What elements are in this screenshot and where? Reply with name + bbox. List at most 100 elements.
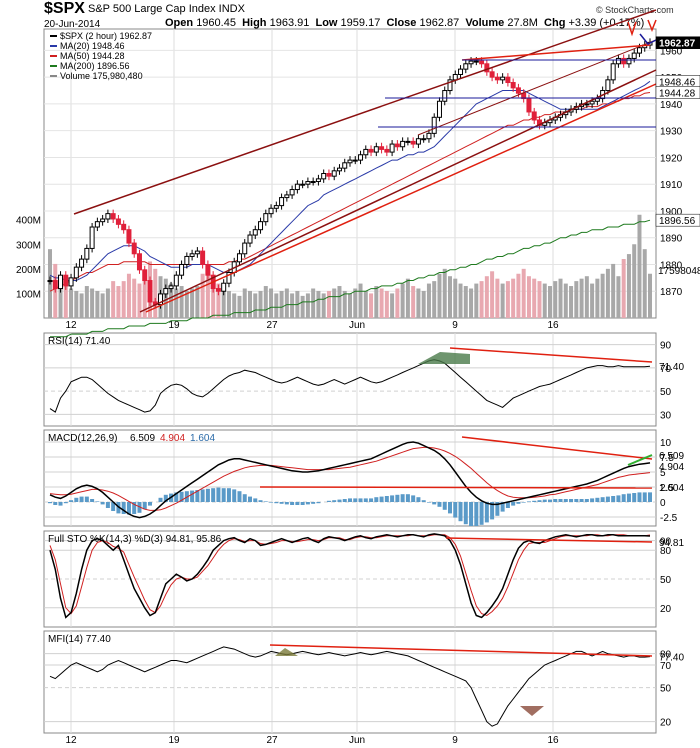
candle-body bbox=[368, 148, 374, 153]
volume-bar bbox=[463, 286, 468, 318]
macd-histogram-bar bbox=[611, 496, 616, 502]
price-tick-label: 1880 bbox=[660, 260, 683, 271]
price-tag-box bbox=[655, 86, 700, 99]
candle-body bbox=[94, 221, 100, 228]
volume-bar bbox=[221, 286, 226, 318]
volume-bar bbox=[142, 276, 147, 318]
candle-body bbox=[279, 197, 285, 207]
macd-histogram-bar bbox=[642, 492, 647, 502]
volume-bar bbox=[542, 283, 547, 318]
candle-body bbox=[331, 170, 337, 177]
price-tag-box bbox=[655, 36, 700, 49]
macd-histogram-bar bbox=[300, 502, 305, 505]
volume-bar bbox=[495, 278, 500, 318]
volume-bar bbox=[200, 273, 205, 318]
macd-histogram-bar bbox=[600, 497, 605, 502]
blue-arrow-icon bbox=[639, 33, 657, 45]
down-arrow-icon bbox=[647, 19, 657, 33]
macd-title: MACD(12,26,9) bbox=[48, 433, 117, 444]
candle-body bbox=[342, 162, 348, 169]
macd-histogram-bar bbox=[516, 502, 521, 504]
volume-bar bbox=[226, 290, 231, 318]
macd-histogram-bar bbox=[290, 502, 295, 505]
candle-body bbox=[289, 189, 295, 196]
volume-bar bbox=[505, 281, 510, 318]
volume-bar bbox=[126, 273, 131, 318]
volume-bar bbox=[79, 293, 84, 318]
legend-entry: Volume 175,980,480 bbox=[60, 71, 143, 81]
volume-bar bbox=[105, 288, 110, 318]
volume-tag-label: 175980480 bbox=[658, 266, 700, 277]
volume-bar bbox=[253, 293, 258, 318]
volume-bar bbox=[558, 278, 563, 318]
candle-body bbox=[526, 98, 532, 113]
volume-bar bbox=[563, 283, 568, 318]
candle-body bbox=[400, 140, 406, 148]
volume-bar bbox=[369, 293, 374, 318]
legend-entry: $SPX (2 hour) 1962.87 bbox=[60, 31, 152, 41]
macd-histogram-bar bbox=[416, 497, 421, 502]
volume-bar bbox=[469, 288, 474, 318]
osc-tick-label: 90 bbox=[660, 341, 672, 352]
macd-histogram-bar bbox=[632, 493, 637, 502]
volume-bar bbox=[526, 276, 531, 318]
macd-histogram-bar bbox=[263, 501, 268, 502]
price-tick-label: 1920 bbox=[660, 153, 683, 164]
candle-body bbox=[79, 258, 85, 268]
macd-divergence-line bbox=[461, 436, 653, 460]
legend-entry: MA(20) 1948.46 bbox=[60, 41, 125, 51]
volume-bar bbox=[353, 288, 358, 318]
candle-body bbox=[215, 288, 221, 292]
price-tick-label: 1900 bbox=[660, 207, 683, 218]
macd-histogram-bar bbox=[100, 502, 105, 505]
volume-bar bbox=[58, 278, 63, 318]
macd-histogram-bar bbox=[458, 502, 463, 522]
x-tick-label: Jun bbox=[349, 735, 365, 746]
osc-tick-label: 5 bbox=[660, 468, 666, 479]
macd-histogram-bar bbox=[226, 488, 231, 502]
volume-bar bbox=[611, 263, 616, 318]
macd-histogram-bar bbox=[484, 502, 489, 523]
macd-histogram-bar bbox=[500, 502, 505, 512]
macd-histogram-bar bbox=[358, 498, 363, 502]
volume-bar bbox=[405, 278, 410, 318]
candle-body bbox=[136, 253, 142, 271]
osc-tick-label: 2.5 bbox=[660, 483, 674, 494]
candle-body bbox=[221, 282, 227, 292]
volume-bar bbox=[90, 288, 95, 318]
osc-tick-label: 50 bbox=[660, 684, 672, 695]
macd-histogram-bar bbox=[69, 500, 74, 502]
volume-bar bbox=[190, 288, 195, 318]
macd-histogram-bar bbox=[626, 493, 631, 502]
candle-body bbox=[484, 63, 490, 73]
volume-bar bbox=[479, 281, 484, 318]
macd-histogram-bar bbox=[590, 498, 595, 502]
volume-bar bbox=[321, 293, 326, 318]
macd-legend-entry: 6.509 bbox=[130, 433, 155, 444]
candle-body bbox=[189, 253, 195, 257]
macd-histogram-bar bbox=[295, 502, 300, 505]
macd-histogram-bar bbox=[332, 500, 337, 502]
volume-tick-label: 100M bbox=[16, 289, 41, 300]
macd-line bbox=[49, 441, 651, 519]
volume-tick-label: 200M bbox=[16, 265, 41, 276]
macd-histogram-bar bbox=[121, 502, 126, 514]
price-tag-label: 1962.87 bbox=[659, 39, 696, 50]
volume-bar bbox=[248, 290, 252, 318]
high-value: 1963.91 bbox=[269, 17, 310, 29]
macd-histogram-bar bbox=[200, 489, 205, 502]
volume-bar bbox=[337, 286, 342, 318]
candle-body bbox=[252, 229, 258, 236]
macd-histogram-bar bbox=[274, 502, 279, 504]
candle-body bbox=[147, 280, 153, 303]
price-tag-label: 1896.56 bbox=[659, 216, 696, 227]
low-label: Low bbox=[315, 17, 338, 29]
volume-bar bbox=[311, 288, 316, 318]
macd-histogram-bar bbox=[84, 496, 89, 502]
volume-bar bbox=[379, 288, 384, 318]
index-name: S&P 500 Large Cap Index INDX bbox=[88, 3, 245, 15]
volume-bar bbox=[274, 293, 279, 318]
macd-tag: 4.904 bbox=[659, 462, 684, 473]
macd-histogram-bar bbox=[348, 498, 352, 502]
